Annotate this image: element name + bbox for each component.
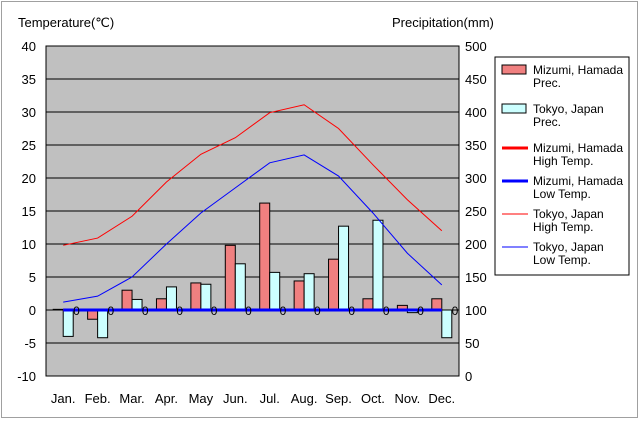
left-tick-label: 15	[22, 204, 36, 219]
left-tick-label: 25	[22, 138, 36, 153]
x-tick-label: Aug.	[291, 391, 318, 406]
right-tick-label: 350	[465, 138, 487, 153]
bar-mizumi-prec	[362, 298, 374, 311]
legend-box	[494, 56, 630, 276]
legend-swatch-tokyo-prec	[501, 103, 527, 114]
x-tick-label: Jun.	[223, 391, 248, 406]
x-tick-label: Mar.	[119, 391, 144, 406]
legend-label: High Temp.	[533, 154, 593, 168]
right-tick-label: 100	[465, 303, 487, 318]
x-axis-ticks: Jan. Feb. Mar. Apr. May Jun. Jul. Aug. Sep. Oct. N…	[51, 391, 455, 406]
x-tick-label: Jan.	[51, 391, 76, 406]
left-axis-title: Temperature(℃)	[18, 15, 114, 30]
left-tick-label: 20	[22, 171, 36, 186]
bar-mizumi-prec	[293, 280, 305, 311]
bar-tokyo-prec	[234, 263, 246, 311]
legend-label: Prec.	[533, 115, 561, 129]
right-tick-label: 200	[465, 237, 487, 252]
x-tick-label: May	[189, 391, 214, 406]
line-series-group	[63, 104, 443, 312]
bar-tokyo-prec	[62, 309, 74, 337]
legend-label: Mizumi, Hamada	[533, 174, 623, 188]
right-tick-label: 0	[465, 369, 472, 384]
right-tick-label: 50	[465, 336, 479, 351]
line-tokyo-japan-high-temp	[63, 104, 443, 246]
bar-mizumi-prec	[190, 282, 202, 311]
zero-marker: 0	[348, 304, 355, 318]
legend-swatch-mizumi-prec	[501, 64, 527, 75]
x-tick-label: Apr.	[155, 391, 178, 406]
bar-mizumi-prec	[155, 298, 167, 311]
x-tick-label: Jul.	[260, 391, 280, 406]
legend-label: Prec.	[533, 76, 561, 90]
right-tick-label: 400	[465, 105, 487, 120]
zero-marker: 0	[211, 304, 218, 318]
left-tick-label: 0	[29, 303, 36, 318]
left-tick-label: 30	[22, 105, 36, 120]
legend-label: High Temp.	[533, 220, 593, 234]
legend-label: Mizumi, Hamada	[533, 141, 623, 155]
legend-label: Low Temp.	[533, 253, 591, 267]
left-tick-label: 5	[29, 270, 36, 285]
left-axis-ticks: -10 -5 0 5 10 15 20 25 30 35 40	[17, 39, 36, 384]
x-tick-label: Oct.	[361, 391, 385, 406]
bar-tokyo-prec	[303, 273, 315, 311]
zero-marker: 0	[452, 304, 459, 318]
zero-marker: 0	[142, 304, 149, 318]
bar-mizumi-prec	[121, 289, 133, 311]
bar-mizumi-prec	[224, 244, 236, 311]
bar-mizumi-prec	[52, 308, 64, 311]
zero-marker: 0	[176, 304, 183, 318]
bar-tokyo-prec	[441, 309, 453, 339]
legend-label: Mizumi, Hamada	[533, 63, 623, 77]
x-tick-label: Nov.	[394, 391, 420, 406]
bar-tokyo-prec	[372, 219, 384, 311]
bar-tokyo-prec	[131, 298, 143, 311]
bar-tokyo-prec	[200, 283, 212, 311]
bar-mizumi-prec	[328, 258, 340, 311]
left-tick-label: -10	[17, 369, 36, 384]
zero-marker: 0	[245, 304, 252, 318]
bar-mizumi-prec	[259, 202, 271, 311]
plot-frame	[45, 45, 460, 377]
right-tick-label: 450	[465, 72, 487, 87]
right-axis-title: Precipitation(mm)	[392, 15, 494, 30]
right-tick-label: 250	[465, 204, 487, 219]
right-axis-ticks: 0 50 100 150 200 250 300 350 400 450 500	[465, 39, 487, 384]
legend-label: Tokyo, Japan	[533, 102, 604, 116]
bar-tokyo-prec	[338, 225, 350, 311]
bar-tokyo-prec	[97, 309, 109, 339]
left-tick-label: -5	[24, 336, 36, 351]
x-tick-label: Dec.	[428, 391, 455, 406]
right-tick-label: 300	[465, 171, 487, 186]
line-tokyo-japan-low-temp	[63, 154, 443, 303]
zero-marker: 0	[417, 304, 424, 318]
zero-marker: 0	[73, 304, 80, 318]
x-tick-label: Sep.	[325, 391, 352, 406]
zero-markers-group: 0 0 0 0 0 0 0 0 0 0 0 0	[73, 304, 459, 318]
legend-label: Low Temp.	[533, 187, 591, 201]
left-tick-label: 10	[22, 237, 36, 252]
left-tick-label: 35	[22, 72, 36, 87]
bar-tokyo-prec	[165, 286, 177, 311]
zero-marker: 0	[280, 304, 287, 318]
right-tick-label: 150	[465, 270, 487, 285]
x-tick-label: Feb.	[85, 391, 111, 406]
zero-marker: 0	[314, 304, 321, 318]
legend-label: Tokyo, Japan	[533, 240, 604, 254]
zero-marker: 0	[383, 304, 390, 318]
right-tick-label: 500	[465, 39, 487, 54]
legend-label: Tokyo, Japan	[533, 207, 604, 221]
zero-marker: 0	[107, 304, 114, 318]
left-tick-label: 40	[22, 39, 36, 54]
bar-mizumi-prec	[431, 298, 443, 311]
bar-tokyo-prec	[269, 271, 281, 311]
